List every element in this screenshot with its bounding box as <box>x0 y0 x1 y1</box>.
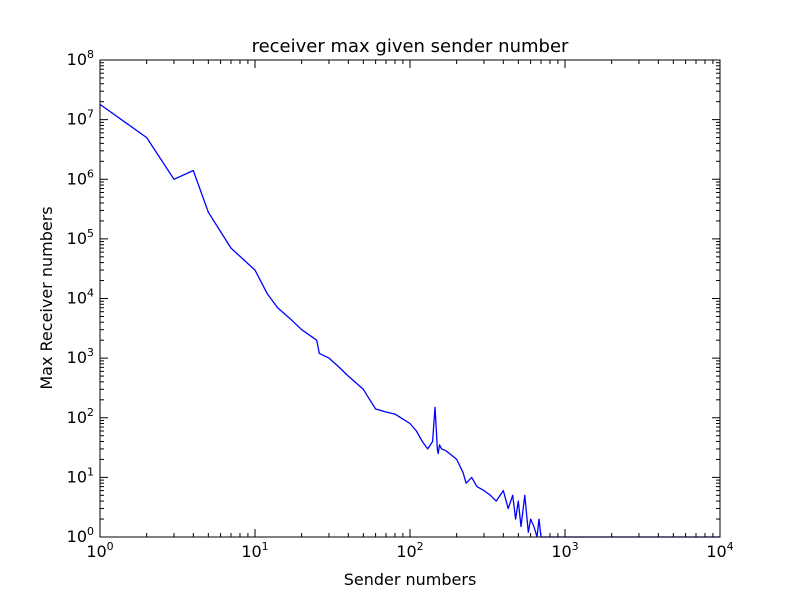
x-tick-label-exponent: 2 <box>417 540 424 553</box>
y-tick-label-exponent: 0 <box>87 525 94 538</box>
y-tick-label-base: 10 <box>67 229 87 248</box>
y-tick-label: 103 <box>67 346 94 367</box>
series-line <box>99 103 720 538</box>
x-tick-label-base: 10 <box>86 542 106 561</box>
y-tick-label-base: 10 <box>67 169 87 188</box>
y-tick-label-exponent: 4 <box>87 287 94 300</box>
x-tick-label-exponent: 1 <box>262 540 269 553</box>
x-tick-label-base: 10 <box>551 542 571 561</box>
x-tick-label: 101 <box>241 540 268 561</box>
x-tick-label: 104 <box>706 540 733 561</box>
x-tick-labels: 100 101 102 103 104 <box>86 540 733 561</box>
y-tick-label: 106 <box>67 167 94 188</box>
y-tick-label-base: 10 <box>67 527 87 546</box>
y-axis-label: Max Receiver numbers <box>37 206 56 389</box>
y-tick-label-base: 10 <box>67 289 87 308</box>
y-tick-label: 105 <box>67 227 94 248</box>
y-tick-label-base: 10 <box>67 348 87 367</box>
x-tick-label-exponent: 0 <box>107 540 114 553</box>
y-tick-label-exponent: 7 <box>87 108 94 121</box>
y-tick-label-base: 10 <box>67 110 87 129</box>
x-tick-label-base: 10 <box>396 542 416 561</box>
x-tick-label-exponent: 3 <box>572 540 579 553</box>
y-tick-label: 107 <box>67 108 94 129</box>
y-tick-label: 104 <box>67 287 94 308</box>
y-tick-label-base: 10 <box>67 50 87 69</box>
plot-area <box>99 59 721 538</box>
y-tick-label-base: 10 <box>67 467 87 486</box>
y-tick-label-exponent: 2 <box>87 406 94 419</box>
y-tick-label: 101 <box>67 465 94 486</box>
y-tick-label-exponent: 8 <box>87 48 94 61</box>
y-tick-label-base: 10 <box>67 408 87 427</box>
x-tick-label: 100 <box>86 540 113 561</box>
y-tick-label-exponent: 3 <box>87 346 94 359</box>
x-tick-label-exponent: 4 <box>727 540 734 553</box>
x-axis-label: Sender numbers <box>344 570 477 589</box>
plot-frame <box>99 59 721 538</box>
y-tick-label: 102 <box>67 406 94 427</box>
y-tick-label: 108 <box>67 48 94 69</box>
x-tick-label: 103 <box>551 540 578 561</box>
y-tick-label: 100 <box>67 525 94 546</box>
y-tick-label-exponent: 1 <box>87 465 94 478</box>
x-tick-label: 102 <box>396 540 423 561</box>
x-tick-label-base: 10 <box>706 542 726 561</box>
y-tick-label-exponent: 5 <box>87 227 94 240</box>
x-tick-label-base: 10 <box>241 542 261 561</box>
plot-background <box>100 60 720 537</box>
axis-ticks <box>99 60 720 538</box>
y-tick-label-exponent: 6 <box>87 167 94 180</box>
chart-title: receiver max given sender number <box>252 36 569 57</box>
